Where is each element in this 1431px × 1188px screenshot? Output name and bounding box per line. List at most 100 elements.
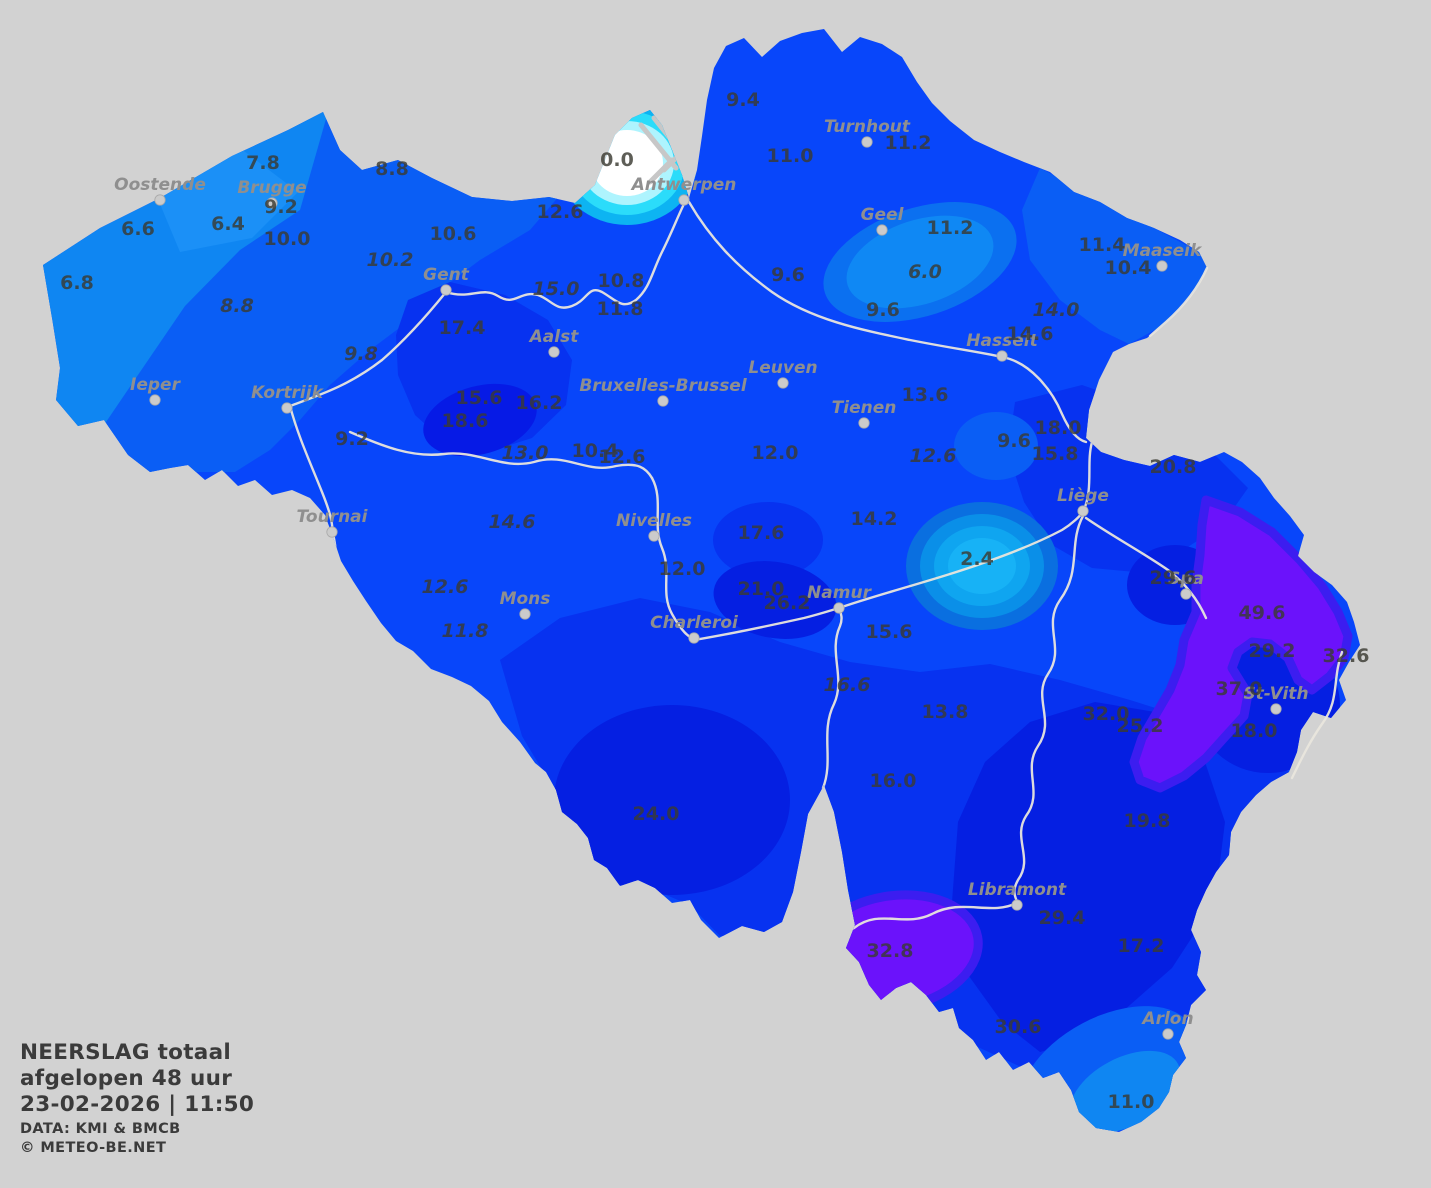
precip-value-label: 9.6 (866, 299, 900, 321)
canal-albert (687, 200, 1088, 444)
city-label: Gent (423, 265, 470, 285)
city-dot-icon (1011, 899, 1023, 911)
precip-value-label: 6.0 (908, 261, 942, 283)
precip-value-label: 9.2 (264, 196, 298, 218)
precip-value-label: 16.0 (870, 770, 917, 792)
city-dot-icon (519, 608, 531, 620)
city-marker: Aalst (528, 327, 579, 358)
precip-value-label: 32.6 (1323, 645, 1370, 667)
precip-value-label: 9.6 (771, 264, 805, 286)
river-sambre (650, 476, 841, 642)
precip-value-label: 10.0 (264, 228, 311, 250)
precip-value-label: 20.8 (1150, 456, 1197, 478)
precip-zone-chimay-deep (554, 705, 790, 895)
precip-value-label: 49.6 (1239, 602, 1286, 624)
precip-value-label: 29.4 (1039, 907, 1086, 929)
city-marker: Bruxelles-Brussel (579, 376, 748, 407)
city-dot-icon (678, 194, 690, 206)
precip-value-label: 12.6 (910, 445, 957, 467)
precip-zone-hautes-fagnes-extreme (1129, 495, 1353, 793)
city-dot-icon (1162, 1028, 1174, 1040)
precip-value-label: 14.6 (489, 511, 536, 533)
river-scheldt (444, 202, 686, 309)
precip-value-label: 11.8 (442, 620, 489, 642)
precip-value-label: 11.2 (927, 217, 974, 239)
precip-zone-nivelles-se (713, 502, 823, 578)
city-label: Spa (1168, 569, 1204, 589)
city-marker: Leuven (748, 358, 818, 389)
city-label: Brugge (237, 178, 306, 198)
precip-value-label: 17.4 (439, 317, 486, 339)
city-marker: Tienen (832, 398, 896, 429)
precip-value-label: 2.4 (960, 548, 994, 570)
city-dot-icon (996, 350, 1008, 362)
map-title-line1: NEERSLAG totaal (20, 1040, 232, 1065)
river-meuse (821, 436, 1094, 790)
precip-value-label: 9.6 (997, 430, 1031, 452)
border-our-east (1290, 650, 1344, 780)
city-label: Mons (500, 589, 551, 609)
city-marker: Gent (423, 265, 470, 296)
city-label: Ieper (130, 375, 182, 395)
city-label: Geel (861, 205, 905, 225)
city-dot-icon (833, 602, 845, 614)
precip-value-label: 10.6 (430, 223, 477, 245)
precip-value-label: 11.8 (597, 298, 644, 320)
city-label: Kortrijk (251, 383, 324, 403)
precip-value-label: 32.8 (867, 940, 914, 962)
precip-zone-sambre-deep (713, 561, 837, 639)
city-dot-icon (266, 197, 278, 209)
precip-zone-low-patch (906, 502, 1058, 630)
precip-zone-west-flanders (104, 105, 560, 472)
city-label: Liège (1057, 486, 1109, 506)
city-dot-icon (548, 346, 560, 358)
precip-value-label: 12.6 (537, 201, 584, 223)
city-label: Antwerpen (630, 175, 737, 195)
city-dot-icon (281, 402, 293, 414)
precip-value-label: 10.8 (598, 270, 645, 292)
city-marker: Kortrijk (251, 383, 325, 414)
city-label: Maaseik (1123, 241, 1203, 261)
city-dot-icon (1156, 260, 1168, 272)
precip-value-label: 10.2 (367, 249, 414, 271)
precip-value-label: 15.0 (533, 278, 580, 300)
map-copyright: © METEO-BE.NET (20, 1140, 167, 1157)
precip-value-label: 17.2 (1118, 935, 1165, 957)
city-dot-icon (440, 284, 452, 296)
precip-value-label: 14.6 (1007, 323, 1054, 345)
precip-value-label: 15.8 (1032, 443, 1079, 465)
city-marker: Namur (807, 583, 873, 614)
precip-value-label: 15.6 (456, 387, 503, 409)
city-dot-icon (657, 395, 669, 407)
precip-value-label: 13.0 (502, 442, 549, 464)
city-dot-icon (876, 224, 888, 236)
precip-value-label: 8.8 (375, 158, 409, 180)
precip-value-label: 21.0 (738, 578, 785, 600)
precip-zone-maaseik (1022, 168, 1207, 344)
precip-value-label: 25.2 (1117, 715, 1164, 737)
precip-value-label: 26.2 (764, 592, 811, 614)
precip-value-label: 32.0 (1083, 703, 1130, 725)
city-dot-icon (154, 194, 166, 206)
city-label: Nivelles (616, 511, 692, 531)
city-dot-icon (858, 417, 870, 429)
city-dot-icon (648, 530, 660, 542)
precip-value-label: 12.6 (599, 446, 646, 468)
precip-value-label: 17.6 (738, 522, 785, 544)
precip-value-label: 14.2 (851, 508, 898, 530)
precip-value-label: 9.8 (344, 343, 378, 365)
city-label: Tournai (297, 507, 369, 527)
city-marker: Libramont (968, 880, 1067, 911)
city-marker: Oostende (114, 175, 206, 206)
precip-zone-geel (846, 215, 994, 309)
precip-value-label: 29.2 (1249, 640, 1296, 662)
city-marker: Brugge (237, 178, 307, 209)
precip-value-label: 24.0 (633, 803, 680, 825)
city-dot-icon (1077, 505, 1089, 517)
city-marker: Tournai (297, 507, 369, 538)
city-dot-icon (861, 136, 873, 148)
map-title-block: NEERSLAG totaal afgelopen 48 uur 23-02-2… (20, 1040, 254, 1158)
precip-value-label: 29.6 (1150, 567, 1197, 589)
precip-value-label: 12.0 (659, 558, 706, 580)
